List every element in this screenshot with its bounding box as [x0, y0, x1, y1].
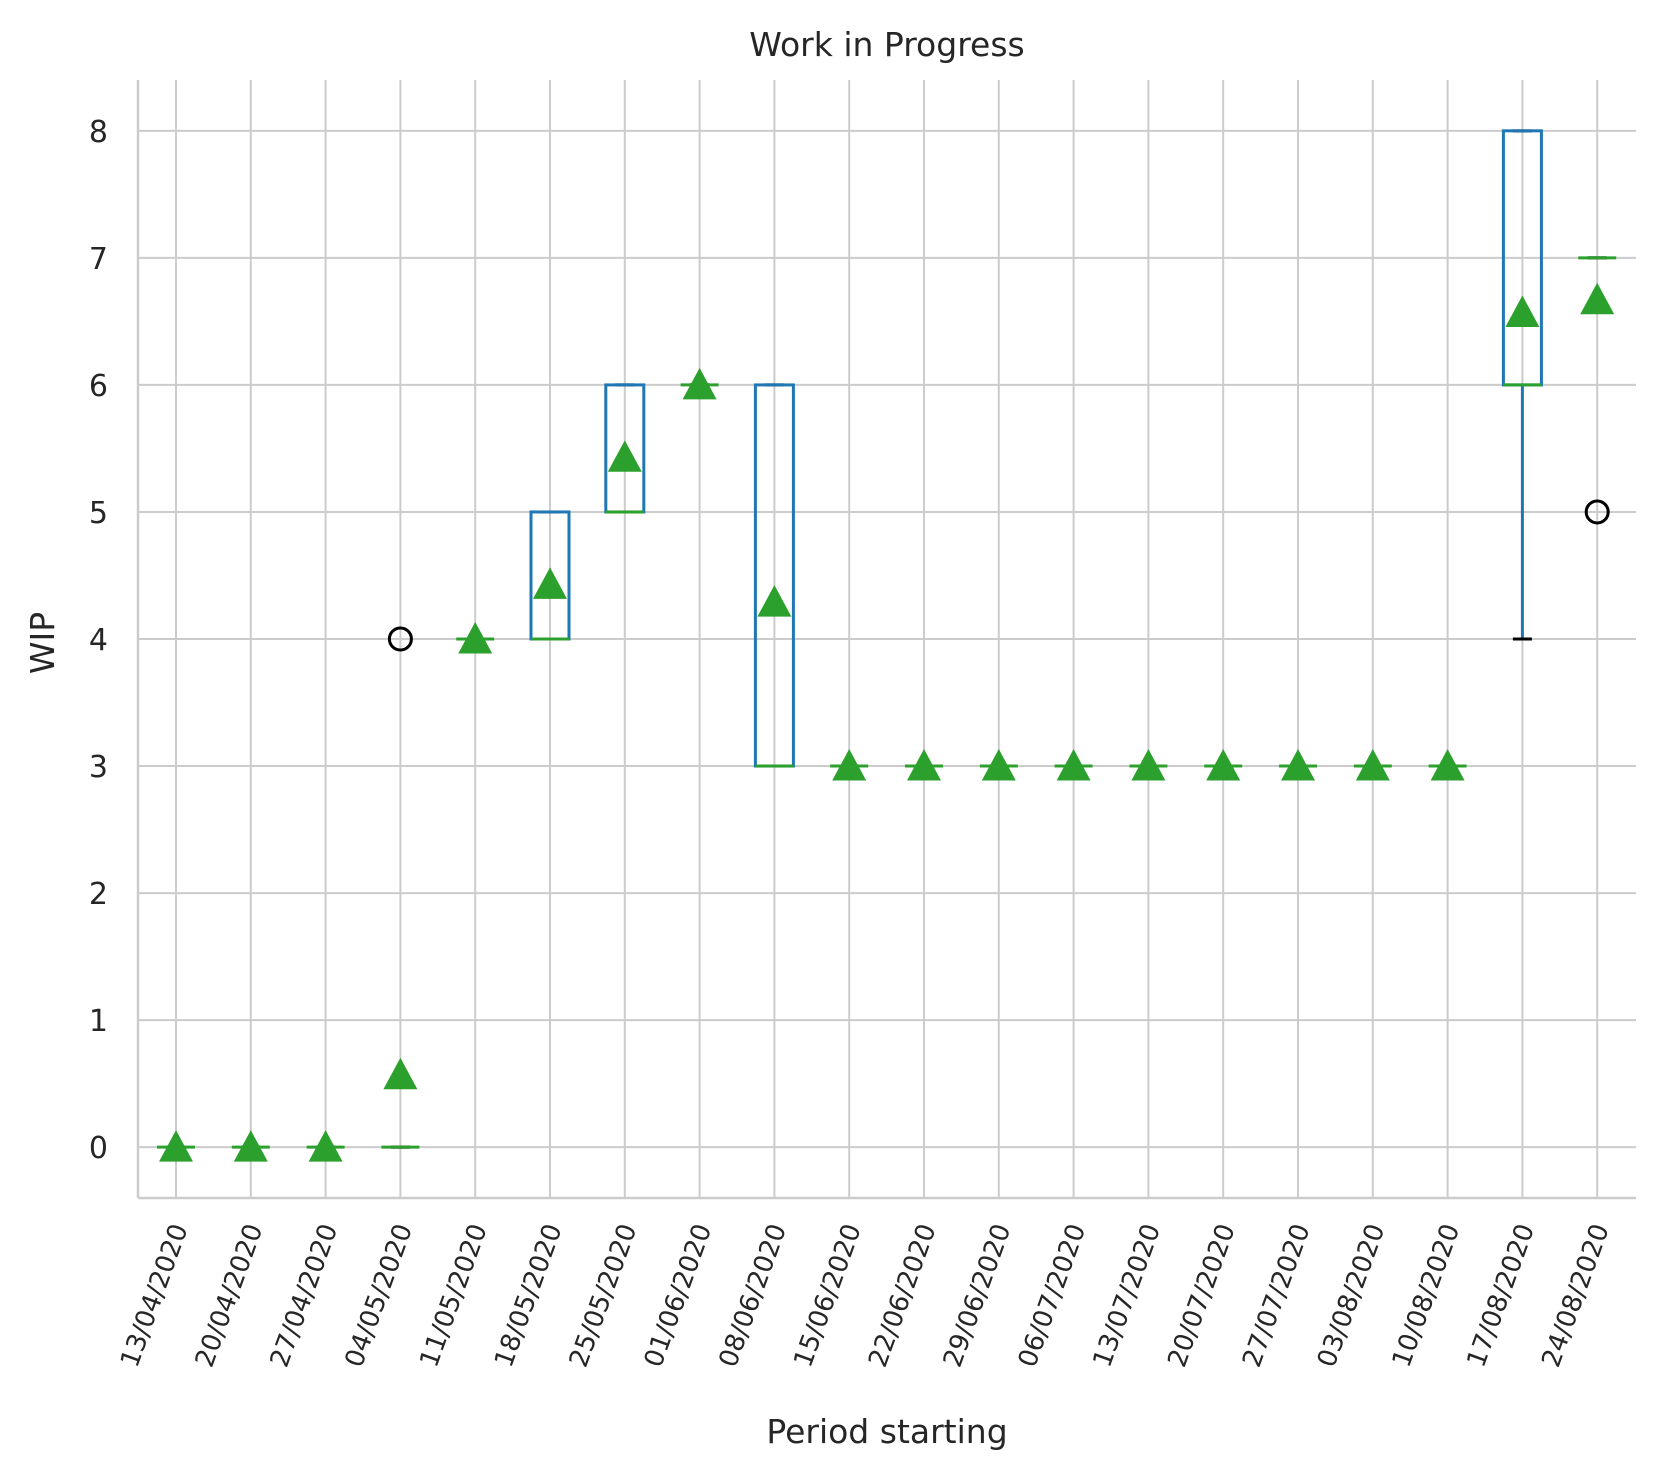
box-2	[231, 1130, 270, 1162]
mean-marker	[383, 1057, 418, 1090]
x-tick-label: 15/06/2020	[788, 1220, 867, 1371]
x-tick-label: 13/07/2020	[1088, 1220, 1167, 1371]
box-8	[680, 367, 719, 400]
x-tick-label: 11/05/2020	[414, 1220, 493, 1371]
mean-marker	[1281, 749, 1315, 781]
box-1	[157, 1130, 195, 1162]
y-tick-label: 5	[89, 496, 108, 531]
box-20	[1578, 256, 1617, 525]
mean-marker	[1355, 749, 1390, 781]
flier-point	[387, 626, 413, 652]
x-tick-label: 17/08/2020	[1462, 1220, 1541, 1371]
mean-marker	[1430, 749, 1465, 781]
mean-marker	[159, 1130, 193, 1162]
y-tick-label: 7	[89, 242, 108, 277]
mean-marker	[607, 440, 642, 472]
mean-marker	[981, 749, 1016, 781]
y-tick-label: 1	[89, 1004, 108, 1039]
mean-marker	[1505, 295, 1540, 327]
mean-marker	[308, 1130, 343, 1162]
y-tick-label: 0	[89, 1131, 108, 1166]
box-17	[1353, 749, 1392, 781]
x-axis-label: Period starting	[766, 1412, 1007, 1451]
x-tick-label: 10/08/2020	[1387, 1220, 1466, 1371]
axis-spines	[136, 80, 1636, 1200]
mean-marker	[533, 567, 567, 599]
x-tick-label: 27/07/2020	[1237, 1220, 1316, 1371]
mean-marker	[757, 585, 792, 617]
x-tick-label: 06/07/2020	[1013, 1220, 1092, 1371]
y-tick-label: 2	[89, 877, 108, 912]
x-tick-label: 20/07/2020	[1162, 1220, 1241, 1371]
mean-marker	[1056, 749, 1091, 781]
y-tick-label: 4	[89, 623, 108, 658]
box-5	[456, 622, 495, 654]
box-11	[905, 749, 943, 781]
box-13	[1054, 749, 1093, 781]
box-15	[1204, 749, 1243, 781]
mean-marker	[458, 622, 493, 654]
y-tick-label: 6	[89, 369, 108, 404]
box-16	[1279, 749, 1317, 781]
box-7	[604, 383, 646, 514]
x-tick-label: 08/06/2020	[714, 1220, 793, 1371]
x-tick-label: 27/04/2020	[265, 1220, 344, 1371]
boxes	[157, 129, 1617, 1162]
box-4	[381, 626, 420, 1149]
mean-marker	[907, 749, 941, 781]
mean-marker	[832, 749, 867, 781]
x-tick-label: 01/06/2020	[639, 1220, 718, 1371]
grid	[138, 80, 1636, 1198]
box-10	[830, 749, 869, 781]
x-tick-label: 20/04/2020	[190, 1220, 269, 1371]
box-3	[306, 1130, 345, 1162]
x-tick-label: 03/08/2020	[1312, 1220, 1391, 1371]
y-tick-label: 8	[89, 115, 108, 150]
mean-marker	[1131, 749, 1166, 781]
flier-point	[1584, 499, 1610, 525]
y-tick-label: 3	[89, 750, 108, 785]
box-18	[1428, 749, 1467, 781]
box-12	[979, 749, 1018, 781]
tick-labels: 01234567813/04/202020/04/202027/04/20200…	[89, 115, 1616, 1371]
x-tick-label: 18/05/2020	[489, 1220, 568, 1371]
mean-marker	[1580, 282, 1615, 315]
mean-marker	[233, 1130, 268, 1162]
box-19	[1501, 129, 1543, 641]
x-tick-label: 22/06/2020	[863, 1220, 942, 1371]
y-axis-label: WIP	[23, 612, 62, 674]
chart-title: Work in Progress	[749, 25, 1024, 64]
mean-marker	[682, 367, 717, 400]
x-tick-label: 04/05/2020	[340, 1220, 419, 1371]
x-tick-label: 24/08/2020	[1536, 1220, 1615, 1371]
x-tick-label: 25/05/2020	[564, 1220, 643, 1371]
box-9	[753, 383, 795, 768]
x-tick-label: 13/04/2020	[115, 1220, 194, 1371]
mean-marker	[1206, 749, 1241, 781]
box-6	[529, 510, 571, 641]
x-tick-label: 29/06/2020	[938, 1220, 1017, 1371]
box-14	[1129, 749, 1168, 781]
